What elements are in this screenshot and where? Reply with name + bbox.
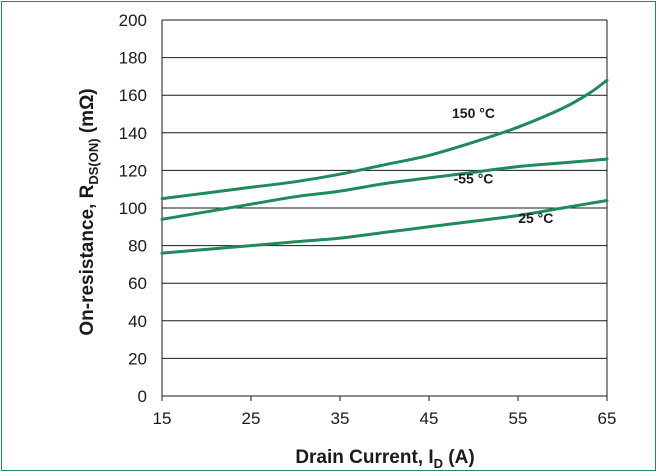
y-tick-label-160: 160: [119, 86, 147, 105]
y-tick-label-200: 200: [119, 11, 147, 30]
x-tick-label-15: 15: [153, 409, 172, 428]
curve-label-0: 150 °C: [452, 105, 495, 121]
series-line-2: [160, 199, 609, 255]
x-tick-label-45: 45: [420, 409, 439, 428]
x-tick-label-55: 55: [509, 409, 528, 428]
y-tick-label-60: 60: [128, 274, 147, 293]
tick-labels: 0 20 40 60 80 100 120 140 160 180 200 15 25 35 45 55 65: [119, 11, 617, 428]
axes: [161, 20, 608, 401]
y-tick-label-40: 40: [128, 312, 147, 331]
x-tick-label-25: 25: [242, 409, 261, 428]
curve-label-2: 25 °C: [518, 210, 553, 226]
x-axis-title: Drain Current, ID (A): [295, 447, 474, 471]
y-tick-label-100: 100: [119, 199, 147, 218]
y-tick-label-0: 0: [138, 387, 147, 406]
x-tick-label-35: 35: [331, 409, 350, 428]
y-axis-title: On-resistance, RDS(ON) (mΩ): [77, 88, 101, 335]
curve-label-1: -55 °C: [454, 171, 494, 187]
x-tick-label-65: 65: [598, 409, 617, 428]
y-tick-label-140: 140: [119, 124, 147, 143]
series-lines: [160, 78, 609, 255]
series-line-1: [160, 157, 609, 221]
y-tick-label-120: 120: [119, 161, 147, 180]
y-tick-label-180: 180: [119, 49, 147, 68]
series-line-0: [160, 78, 609, 201]
y-tick-label-20: 20: [128, 349, 147, 368]
y-tick-label-80: 80: [128, 237, 147, 256]
curve-labels: 150 °C -55 °C 25 °C: [452, 105, 553, 226]
